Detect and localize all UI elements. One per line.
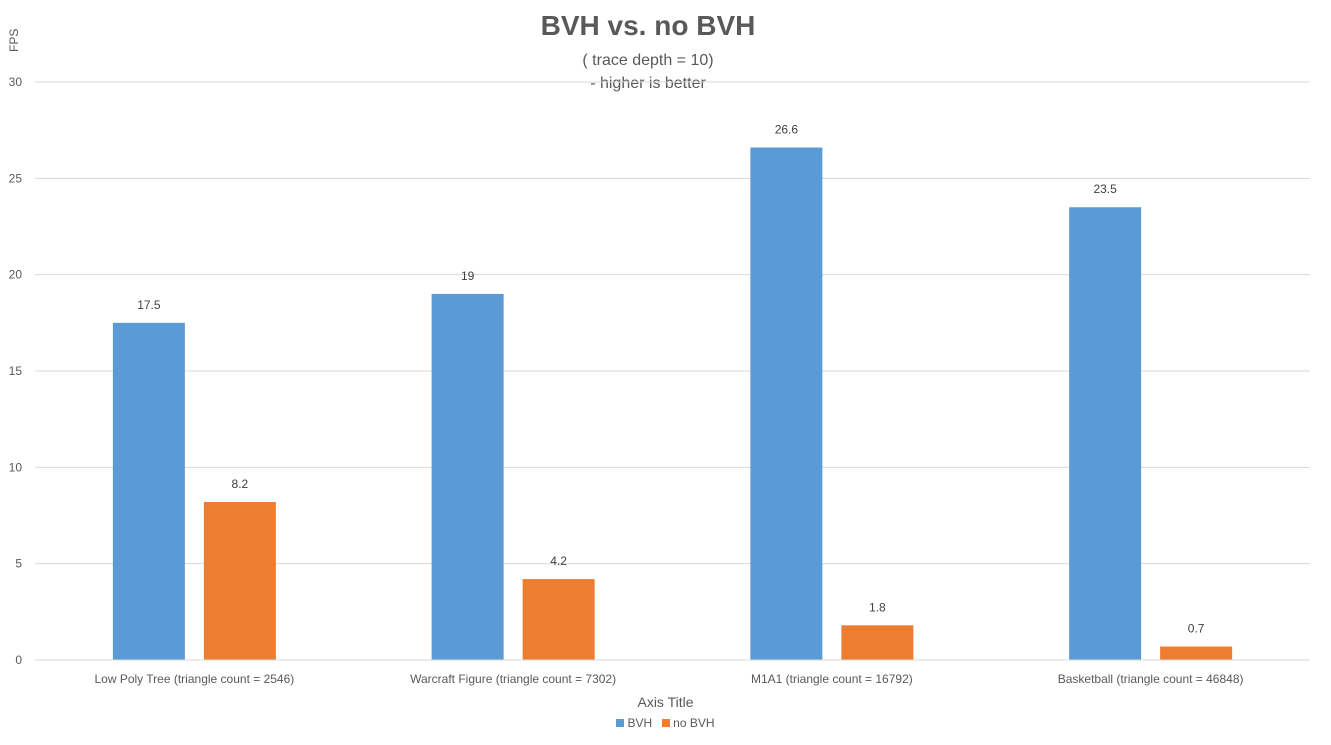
data-label: 26.6: [775, 123, 799, 137]
x-axis-title: Axis Title: [637, 694, 694, 710]
data-label: 1.8: [869, 600, 886, 614]
legend-swatch-bvh: [616, 719, 625, 727]
data-label: 17.5: [137, 298, 161, 312]
y-tick-label: 10: [9, 460, 23, 474]
bar-bvh: [112, 322, 185, 660]
bar-bvh: [431, 293, 504, 660]
data-label: 4.2: [550, 554, 567, 568]
y-tick-label: 30: [9, 75, 23, 89]
x-tick-label: Warcraft Figure (triangle count = 7302): [410, 672, 616, 686]
y-tick-label: 20: [9, 268, 23, 282]
data-label: 8.2: [232, 477, 249, 491]
legend-item-bvh: BVH: [616, 716, 652, 730]
legend: BVH no BVH: [0, 716, 1331, 730]
legend-label-no-bvh: no BVH: [673, 716, 715, 730]
legend-item-no-bvh: no BVH: [662, 716, 715, 730]
data-label: 23.5: [1093, 182, 1117, 196]
y-tick-label: 25: [9, 171, 23, 185]
x-tick-label: Basketball (triangle count = 46848): [1058, 672, 1244, 686]
bar-no-bvh: [203, 502, 276, 660]
plot-area: 0 5 10 15 20 25 30 17.5 8.2 Low Poly Tree (triang…: [9, 75, 1310, 686]
bar-bvh: [1069, 207, 1142, 660]
data-label: 0.7: [1188, 622, 1205, 636]
x-tick-label: Low Poly Tree (triangle count = 2546): [94, 672, 294, 686]
y-tick-label: 5: [15, 557, 22, 571]
bar-no-bvh: [522, 579, 595, 660]
y-tick-label: 15: [9, 364, 23, 378]
legend-swatch-no-bvh: [662, 719, 671, 727]
chart-subtitle-line-1: ( trace depth = 10): [582, 52, 714, 69]
chart-title: BVH vs. no BVH: [540, 10, 756, 41]
y-tick-label: 0: [15, 653, 22, 667]
legend-label-bvh: BVH: [627, 716, 653, 730]
bar-no-bvh: [841, 625, 914, 660]
chart-subtitle-line-2: - higher is better: [590, 75, 706, 92]
x-tick-label: M1A1 (triangle count = 16792): [751, 672, 913, 686]
bar-bvh: [750, 147, 823, 661]
data-label: 19: [461, 269, 475, 283]
bar-no-bvh: [1160, 646, 1233, 660]
